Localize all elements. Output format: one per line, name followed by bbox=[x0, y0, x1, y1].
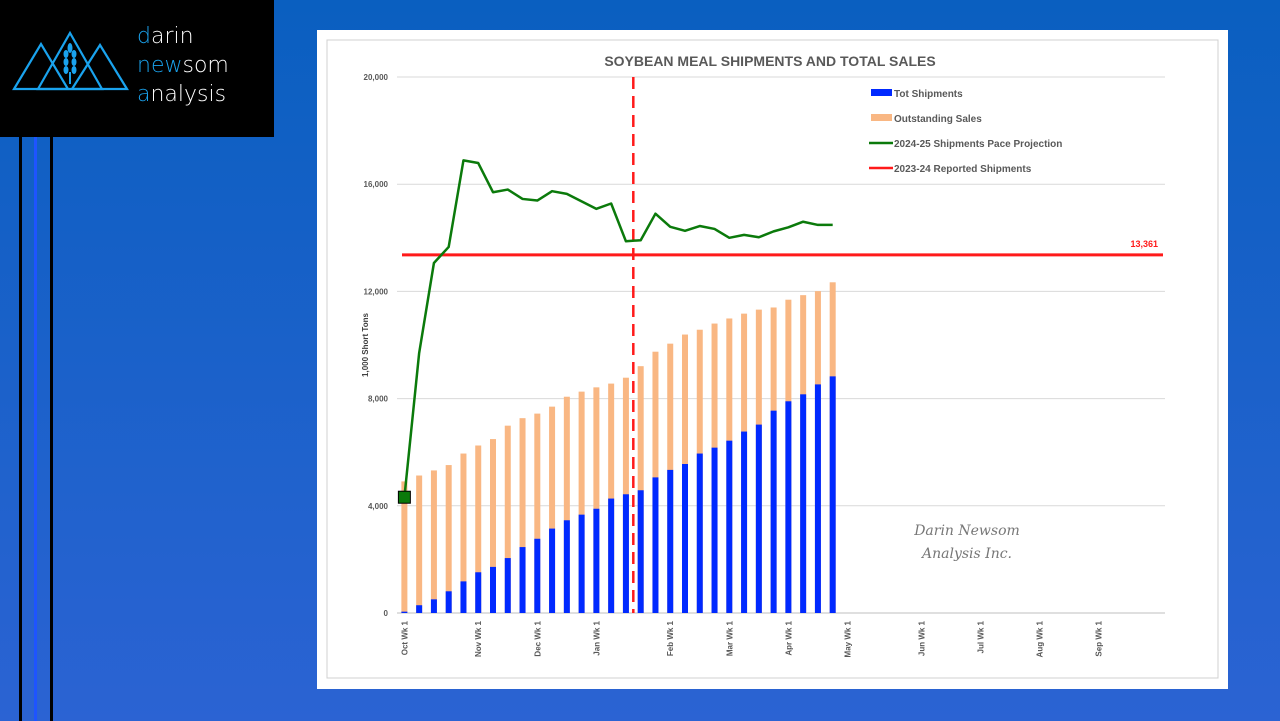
shipments-bar bbox=[682, 463, 688, 613]
x-tick-label: Oct Wk 1 bbox=[400, 620, 409, 655]
legend-swatch bbox=[871, 89, 892, 96]
outstanding-sales-bar bbox=[534, 413, 541, 613]
decorative-line bbox=[34, 137, 37, 721]
logo-text-nalysis: nalysis bbox=[150, 82, 227, 107]
logo-initial-a: a bbox=[137, 82, 151, 107]
shipments-bar bbox=[534, 538, 541, 613]
decorative-line bbox=[19, 137, 22, 721]
shipments-bar bbox=[563, 520, 570, 613]
shipments-bar bbox=[770, 410, 777, 613]
outstanding-sales-bar bbox=[490, 439, 496, 613]
logo-text-darin: arin bbox=[150, 24, 194, 49]
shipments-bar bbox=[401, 611, 408, 613]
shipments-bar bbox=[519, 547, 526, 613]
reported-shipments-label: 13,361 bbox=[1130, 239, 1158, 249]
outstanding-sales-bar bbox=[519, 418, 526, 613]
x-tick-label: Feb Wk 1 bbox=[666, 620, 675, 656]
outstanding-sales-bar bbox=[416, 475, 423, 613]
outstanding-sales-bar bbox=[504, 425, 511, 613]
mountain-wheat-icon bbox=[12, 30, 129, 91]
shipments-bar bbox=[504, 558, 511, 613]
x-tick-label: Nov Wk 1 bbox=[474, 620, 483, 657]
shipments-bar bbox=[785, 401, 792, 613]
logo-text-ew: ew bbox=[150, 53, 183, 78]
shipments-bar bbox=[578, 514, 585, 613]
y-tick-label: 20,000 bbox=[364, 73, 389, 82]
shipments-bar bbox=[652, 477, 659, 613]
shipments-bar bbox=[549, 528, 556, 613]
shipments-bar bbox=[593, 508, 600, 613]
outstanding-sales-bar bbox=[593, 387, 600, 613]
x-tick-label: Jun Wk 1 bbox=[917, 620, 926, 656]
outstanding-sales-bar bbox=[460, 453, 467, 613]
logo-text-som: som bbox=[182, 53, 229, 78]
shipments-bar bbox=[416, 605, 423, 613]
legend-label: 2024-25 Shipments Pace Projection bbox=[894, 139, 1062, 150]
y-tick-label: 0 bbox=[384, 609, 389, 618]
outstanding-sales-bar bbox=[637, 366, 644, 613]
outstanding-sales-bar bbox=[563, 396, 570, 613]
x-tick-label: Mar Wk 1 bbox=[725, 620, 734, 656]
shipments-bar bbox=[445, 591, 452, 613]
shipments-bar bbox=[622, 494, 629, 613]
watermark-line1: Darin Newsom bbox=[913, 523, 1020, 539]
y-tick-label: 12,000 bbox=[364, 287, 389, 296]
decorative-line bbox=[50, 137, 53, 721]
shipments-bar bbox=[430, 599, 437, 613]
outstanding-sales-bar bbox=[475, 445, 482, 613]
outstanding-sales-bar bbox=[445, 465, 452, 613]
x-tick-label: Sep Wk 1 bbox=[1095, 620, 1104, 656]
chart-title: SOYBEAN MEAL SHIPMENTS AND TOTAL SALES bbox=[604, 53, 935, 69]
shipments-bar bbox=[637, 490, 644, 613]
legend-label: Tot Shipments bbox=[894, 89, 963, 100]
shipments-bar bbox=[814, 384, 821, 613]
shipments-bar bbox=[475, 572, 482, 613]
outstanding-sales-bar bbox=[608, 383, 615, 613]
legend-swatch bbox=[871, 114, 892, 121]
shipments-bar bbox=[696, 453, 703, 613]
projection-line bbox=[403, 159, 833, 498]
x-tick-label: May Wk 1 bbox=[843, 620, 852, 657]
logo-initial-n: n bbox=[137, 53, 151, 78]
shipments-bar bbox=[490, 566, 496, 613]
logo-wordmark: darin newsom analysis bbox=[137, 22, 229, 109]
shipments-bar bbox=[755, 424, 762, 613]
x-tick-label: Jan Wk 1 bbox=[592, 620, 601, 655]
x-tick-label: Aug Wk 1 bbox=[1035, 620, 1044, 657]
shipments-bar bbox=[741, 431, 748, 613]
y-tick-label: 4,000 bbox=[368, 502, 389, 511]
shipments-bar bbox=[667, 469, 674, 613]
legend: Tot Shipments Outstanding Sales 2024-25 Sh… bbox=[869, 89, 1062, 175]
watermark-line2: Analysis Inc. bbox=[920, 546, 1012, 562]
y-axis-label: 1,000 Short Tons bbox=[361, 313, 370, 377]
logo-initial-d: d bbox=[137, 24, 151, 49]
shipments-bar bbox=[460, 581, 467, 613]
outstanding-sales-bar bbox=[549, 406, 556, 613]
outstanding-sales-bar bbox=[578, 391, 585, 613]
legend-label: 2023-24 Reported Shipments bbox=[894, 164, 1032, 175]
shipments-bar bbox=[608, 498, 615, 613]
shipments-bar bbox=[711, 447, 718, 613]
y-tick-label: 16,000 bbox=[364, 180, 389, 189]
x-tick-label: Dec Wk 1 bbox=[533, 620, 542, 656]
legend-label: Outstanding Sales bbox=[894, 114, 982, 125]
outstanding-sales-bar bbox=[430, 470, 437, 613]
shipments-bar bbox=[829, 376, 836, 613]
shipments-bar bbox=[726, 440, 733, 613]
x-tick-label: Jul Wk 1 bbox=[976, 620, 985, 653]
projection-start-marker bbox=[397, 490, 411, 504]
outstanding-sales-bar bbox=[401, 481, 408, 613]
x-tick-label: Apr Wk 1 bbox=[784, 620, 793, 655]
y-tick-label: 8,000 bbox=[368, 395, 389, 404]
shipments-bar bbox=[800, 394, 807, 613]
logo: darin newsom analysis bbox=[0, 0, 274, 137]
